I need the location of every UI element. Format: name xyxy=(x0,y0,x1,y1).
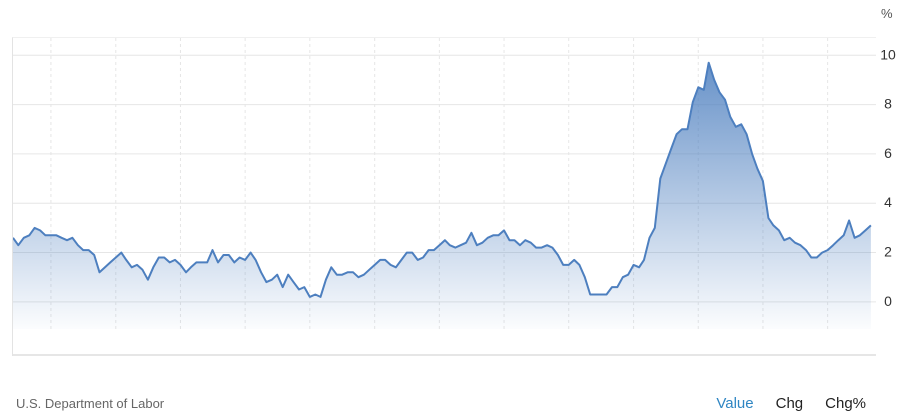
y-tick-label: 2 xyxy=(884,244,892,260)
x-tick-label: 2014 xyxy=(165,355,196,356)
y-axis-unit-label: % xyxy=(881,6,893,21)
y-tick-label: 6 xyxy=(884,145,892,161)
tab-chg-percent[interactable]: Chg% xyxy=(825,395,866,412)
x-tick-label: 2021 xyxy=(618,355,649,356)
y-tick-label: 10 xyxy=(880,46,896,62)
series-area xyxy=(13,62,871,329)
x-tick-label: 2020 xyxy=(553,355,584,356)
x-tick-label: 2022 xyxy=(683,355,714,356)
y-tick-label: 0 xyxy=(884,293,892,309)
tab-value[interactable]: Value xyxy=(716,395,754,412)
x-tick-label: 2018 xyxy=(424,355,455,356)
source-label: U.S. Department of Labor xyxy=(16,396,165,411)
chart-svg: 2012 2013 2014 2015 2016 2017 2018 2019 2020 2021… xyxy=(13,38,876,356)
x-tick-label: 2015 xyxy=(230,355,261,356)
x-tick-label: 2016 xyxy=(294,355,325,356)
series-line xyxy=(13,61,872,298)
y-tick-label: 8 xyxy=(884,96,892,112)
tab-chg[interactable]: Chg xyxy=(775,395,804,412)
x-tick-label: 2019 xyxy=(488,355,519,356)
x-tick-label: 2017 xyxy=(359,355,390,356)
x-tick-label: 2023 xyxy=(747,355,778,356)
series-mode-tabs: Value Chg Chg% xyxy=(716,395,866,412)
x-tick-label: 2024 xyxy=(812,355,843,356)
x-tick-label: 2012 xyxy=(35,355,66,356)
x-tick-label: 2013 xyxy=(100,355,131,356)
chart-area: 2012 2013 2014 2015 2016 2017 2018 2019 2020 2021… xyxy=(12,37,876,356)
y-tick-label: 4 xyxy=(884,194,892,210)
